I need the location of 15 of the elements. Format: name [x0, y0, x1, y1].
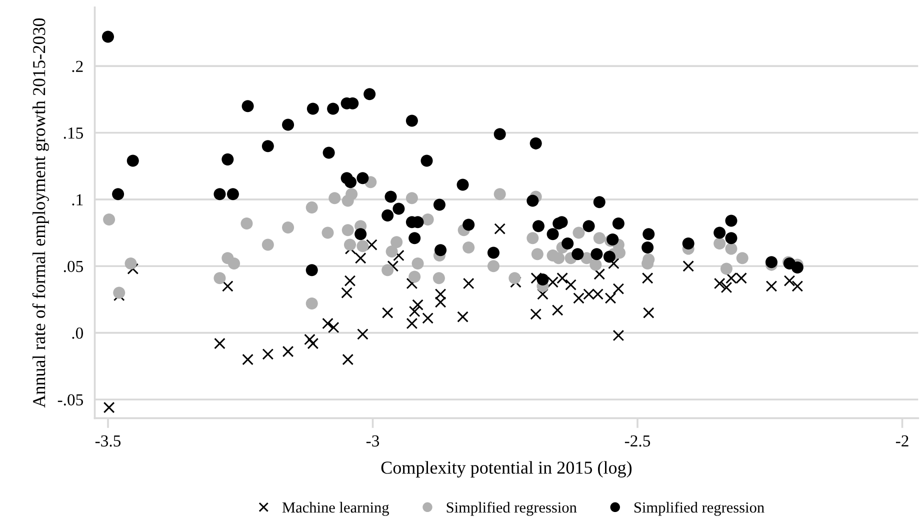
- y-tick-label: .15: [64, 128, 83, 139]
- x-tick-label: -3: [366, 435, 380, 447]
- y-tick-label: .2: [72, 60, 83, 72]
- legend-label: Machine learning: [282, 502, 389, 516]
- x-axis-title: Complexity potential in 2015 (log): [381, 461, 632, 478]
- x-tick-label: -2.5: [624, 435, 650, 447]
- legend-label: Simplified regression: [446, 502, 577, 516]
- legend-label: Simplified regression: [634, 502, 764, 516]
- y-axis-title: Annual rate of formal employment growth 2015-2030: [32, 18, 49, 408]
- y-tick-label: .0: [72, 328, 84, 339]
- x-tick-label: -2: [896, 435, 908, 446]
- y-tick-label: .05: [64, 260, 83, 272]
- x-tick-label: -3.5: [95, 435, 121, 447]
- y-tick-label: .1: [72, 194, 83, 206]
- y-tick-label: -.05: [58, 394, 83, 406]
